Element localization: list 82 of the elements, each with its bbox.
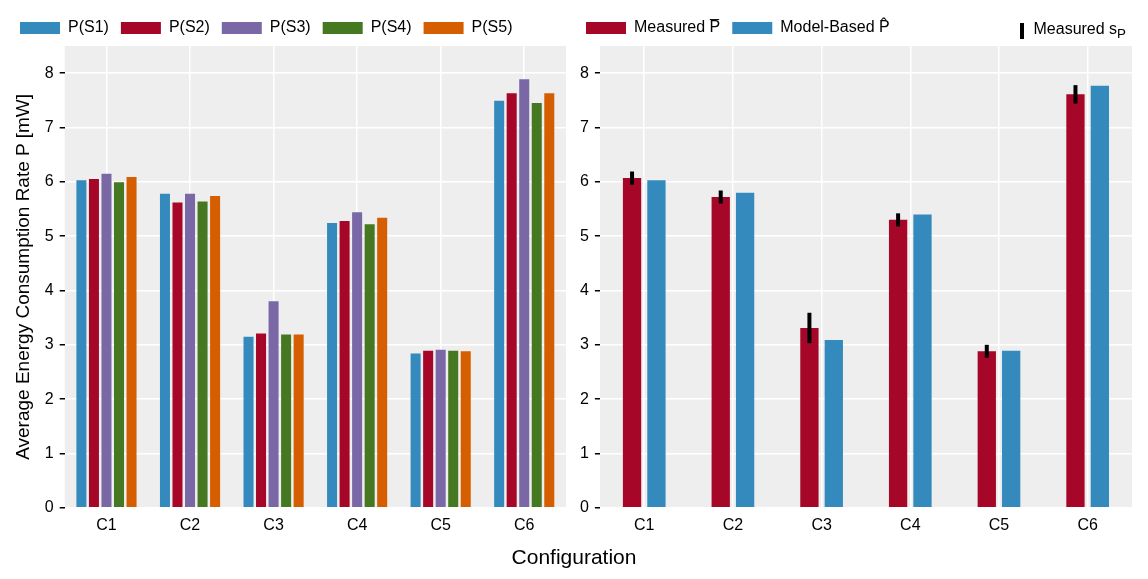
bar (435, 349, 446, 508)
legend-label: P(S2) (168, 18, 210, 36)
y-tick-label: 6 (44, 172, 54, 190)
bar (622, 178, 642, 508)
y-tick-label: 3 (579, 335, 589, 353)
bar (800, 327, 819, 508)
bar (364, 224, 375, 508)
x-tick-label: C3 (811, 515, 832, 533)
bar (544, 93, 555, 508)
bar (531, 103, 542, 508)
y-tick-label: 7 (44, 117, 54, 135)
x-tick-label: C1 (634, 515, 655, 533)
bar (172, 202, 183, 508)
y-axis-title: Average Energy Consumption Rate P [mW] (11, 94, 33, 460)
bar (735, 192, 755, 508)
legend-label: P(S1) (68, 18, 109, 36)
x-tick-label: C2 (722, 515, 744, 533)
legend-label: P(S3) (269, 18, 311, 36)
y-tick-label: 4 (579, 280, 589, 298)
x-tick-label: C2 (179, 515, 201, 533)
bar (824, 339, 843, 508)
x-tick-label: C5 (430, 515, 451, 533)
y-tick-label: 0 (579, 498, 589, 516)
y-tick-label: 1 (44, 443, 54, 461)
y-tick-label: 8 (44, 63, 54, 81)
y-tick-label: 1 (579, 443, 589, 461)
text: Measured s$_{P}$ (1033, 20, 1126, 42)
y-tick-label: 5 (44, 226, 54, 244)
bar (185, 193, 196, 508)
bar (210, 195, 221, 508)
y-tick-label: 0 (44, 498, 54, 516)
x-tick-label: C1 (96, 515, 117, 533)
bar (1066, 94, 1085, 508)
x-axis-title: Configuration (510, 545, 638, 569)
bar (159, 193, 170, 508)
bar (113, 182, 125, 508)
x-tick-label: C6 (1077, 515, 1098, 533)
bar (327, 223, 338, 508)
bar (410, 353, 421, 508)
legend-label: Model-Based P̂ (780, 16, 890, 36)
x-tick-label: C5 (988, 515, 1010, 533)
bar (519, 79, 530, 508)
bar (197, 201, 208, 508)
bar (339, 220, 350, 508)
bar (1002, 350, 1021, 508)
bar (256, 333, 267, 508)
bar (126, 176, 137, 508)
bar (293, 334, 304, 508)
bar (281, 334, 292, 508)
y-tick-label: 2 (44, 389, 54, 407)
bar (506, 93, 517, 508)
bar (888, 219, 908, 508)
y-tick-label: 2 (579, 389, 589, 407)
bar (423, 350, 434, 508)
bar (352, 212, 363, 508)
bar (494, 100, 505, 508)
y-tick-label: 3 (44, 335, 54, 353)
bar (101, 173, 112, 508)
bar (1090, 85, 1109, 508)
bar (243, 336, 254, 508)
bar (711, 197, 730, 508)
legend-label: Measured P̅ (634, 18, 721, 36)
legend-label: P(S5) (471, 18, 513, 36)
y-tick-label: 6 (579, 172, 589, 190)
bar (977, 351, 996, 508)
y-tick-label: 8 (579, 63, 589, 81)
x-tick-label: C4 (900, 515, 921, 533)
bar (268, 301, 279, 508)
y-tick-label: 7 (579, 117, 589, 135)
x-tick-label: C3 (263, 515, 284, 533)
bar (448, 350, 459, 508)
bar (377, 217, 388, 508)
bar (460, 351, 471, 508)
x-tick-label: C6 (514, 515, 535, 533)
bar (647, 180, 666, 508)
y-tick-label: 5 (579, 226, 589, 244)
bar (88, 179, 99, 508)
bar (76, 180, 87, 508)
y-tick-label: 4 (44, 280, 54, 298)
x-tick-label: C4 (346, 515, 368, 533)
bar (913, 214, 932, 508)
legend-label: P(S4) (370, 18, 412, 36)
